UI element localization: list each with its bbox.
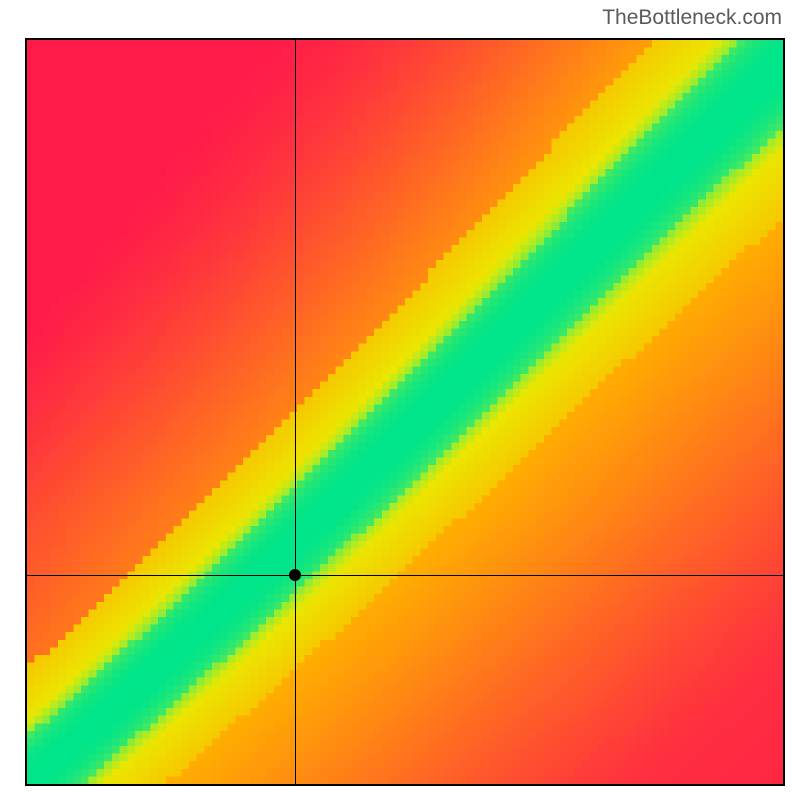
crosshair-horizontal bbox=[27, 575, 783, 576]
watermark-text: TheBottleneck.com bbox=[602, 6, 782, 30]
heatmap-canvas bbox=[27, 40, 783, 784]
crosshair-vertical bbox=[295, 40, 296, 784]
heatmap-chart bbox=[25, 38, 785, 786]
marker-dot bbox=[289, 569, 301, 581]
